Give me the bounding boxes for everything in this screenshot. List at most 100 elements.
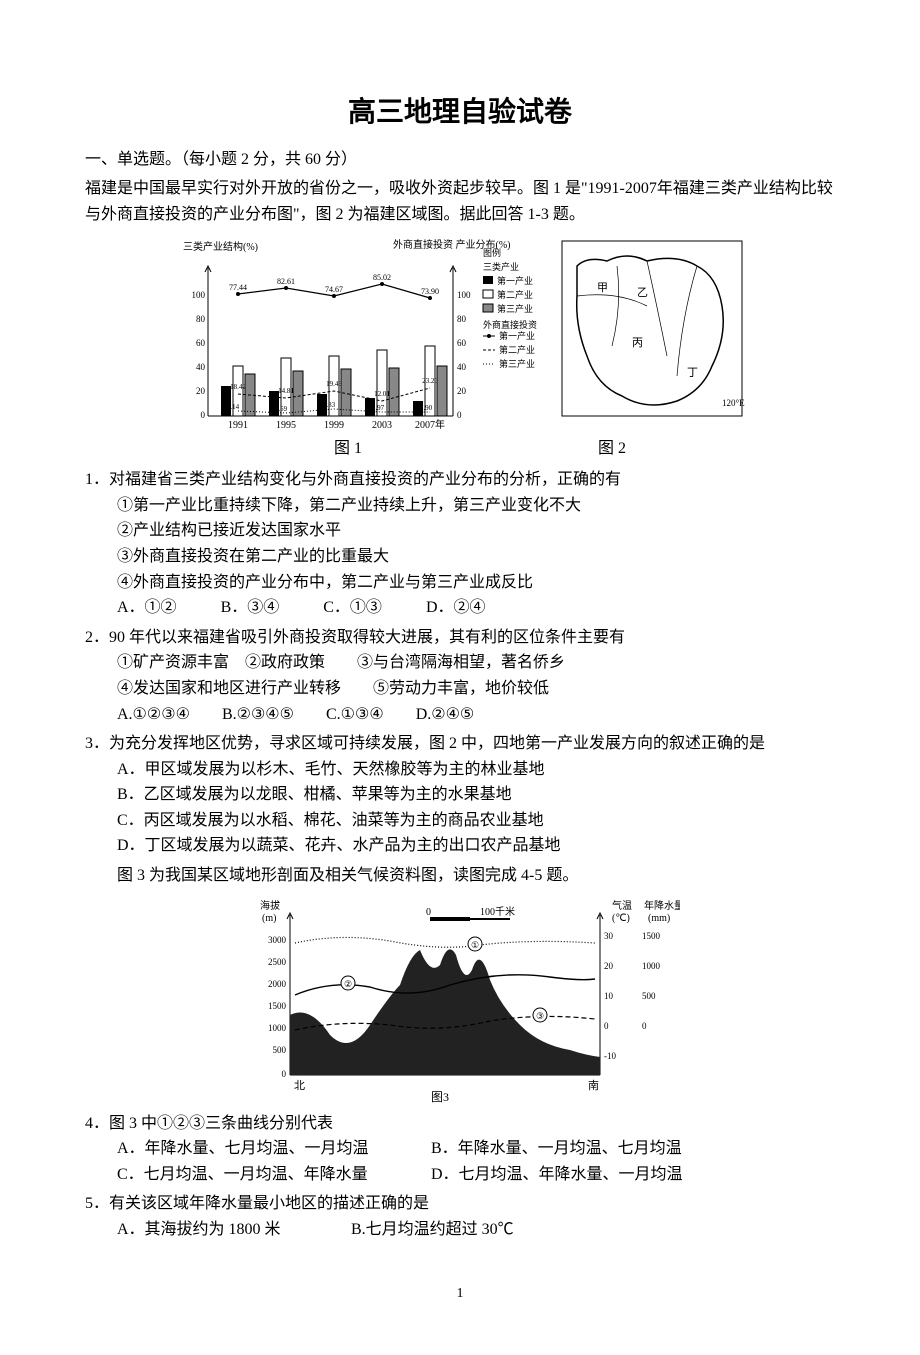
q4-stem: 4．图 3 中①②③三条曲线分别代表 [85, 1111, 835, 1137]
svg-text:85.02: 85.02 [373, 273, 391, 282]
svg-text:1500: 1500 [268, 1001, 287, 1011]
svg-text:2.97: 2.97 [372, 404, 385, 412]
svg-text:图例: 图例 [483, 247, 501, 258]
svg-text:19.49: 19.49 [326, 380, 342, 388]
svg-text:2000: 2000 [268, 979, 287, 989]
svg-text:20: 20 [196, 386, 206, 396]
question-4: 4．图 3 中①②③三条曲线分别代表 A．年降水量、七月均温、一月均温 B．年降… [85, 1111, 835, 1188]
svg-text:18.42: 18.42 [230, 383, 246, 391]
svg-text:5.83: 5.83 [323, 401, 336, 409]
q3-option-a: A．甲区域发展为以杉木、毛竹、天然橡胶等为主的林业基地 [117, 757, 835, 783]
svg-text:气温: 气温 [612, 899, 632, 912]
svg-text:北: 北 [294, 1079, 305, 1092]
svg-text:甲: 甲 [597, 282, 608, 294]
svg-text:(mm): (mm) [648, 913, 670, 924]
svg-text:1500: 1500 [642, 931, 661, 941]
q5-stem: 5．有关该区域年降水量最小地区的描述正确的是 [85, 1191, 835, 1217]
svg-text:丁: 丁 [687, 367, 698, 379]
svg-text:1000: 1000 [268, 1023, 287, 1033]
q2-item-2: ④发达国家和地区进行产业转移 ⑤劳动力丰富，地价较低 [117, 676, 835, 702]
q3-option-d: D．丁区域发展为以蔬菜、花卉、水产品为主的出口农产品基地 [117, 833, 835, 859]
svg-text:40: 40 [196, 362, 206, 372]
svg-text:40: 40 [457, 362, 467, 372]
svg-text:82.61: 82.61 [277, 277, 295, 286]
svg-text:第三产业: 第三产业 [499, 358, 535, 369]
intro-text-1: 福建是中国最早实行对外开放的省份之一，吸收外资起步较早。图 1 是"1991-2… [85, 176, 835, 227]
section-header: 一、单选题。（每小题 2 分，共 60 分） [85, 147, 835, 173]
q3-option-c: C．丙区域发展为以水稻、棉花、油菜等为主的商品农业基地 [117, 808, 835, 834]
svg-text:77.44: 77.44 [229, 283, 247, 292]
q1-item-2: ②产业结构已接近发达国家水平 [117, 518, 835, 544]
svg-text:第一产业: 第一产业 [497, 275, 533, 286]
svg-text:1991: 1991 [228, 420, 248, 431]
svg-text:1995: 1995 [276, 420, 296, 431]
svg-text:三类产业结构(%): 三类产业结构(%) [183, 240, 258, 253]
q2-option-a: A.①②③④ [117, 702, 190, 728]
figure-1-2-container: 三类产业结构(%) 外商直接投资 产业分布(%) 0 20 40 60 80 1… [85, 236, 835, 462]
svg-text:2500: 2500 [268, 957, 287, 967]
figure-1-caption: 图 1 [198, 436, 498, 462]
question-1: 1．对福建省三类产业结构变化与外商直接投资的产业分布的分析，正确的有 ①第一产业… [85, 467, 835, 621]
q1-option-d: D．②④ [426, 595, 486, 621]
q4-option-a: A．年降水量、七月均温、一月均温 [117, 1136, 427, 1162]
svg-text:20: 20 [604, 961, 614, 971]
svg-text:外商直接投资: 外商直接投资 [483, 319, 537, 330]
svg-text:0: 0 [201, 410, 206, 420]
figure-2-map: 120°E 甲 乙 丙 丁 [557, 236, 747, 436]
svg-text:0: 0 [457, 410, 462, 420]
q1-option-a: A．①② [117, 595, 177, 621]
svg-text:①: ① [471, 940, 479, 950]
svg-text:100: 100 [457, 290, 471, 300]
q2-option-c: C.①③④ [326, 702, 384, 728]
svg-text:第一产业: 第一产业 [499, 330, 535, 341]
q2-option-d: D.②④⑤ [416, 702, 475, 728]
figure-3-profile: 海拔 (m) 气温 (℃) 年降水量 (mm) 0 500 1000 1500 … [240, 895, 680, 1105]
svg-text:23.20: 23.20 [422, 377, 438, 385]
svg-text:80: 80 [196, 314, 206, 324]
svg-text:③: ③ [536, 1011, 544, 1021]
svg-text:0: 0 [282, 1069, 287, 1079]
svg-text:三类产业: 三类产业 [483, 261, 519, 272]
svg-text:第二产业: 第二产业 [499, 344, 535, 355]
figure-1-chart: 三类产业结构(%) 外商直接投资 产业分布(%) 0 20 40 60 80 1… [173, 236, 553, 436]
question-3: 3．为充分发挥地区优势，寻求区域可持续发展，图 2 中，四地第一产业发展方向的叙… [85, 731, 835, 859]
q2-item-1: ①矿产资源丰富 ②政府政策 ③与台湾隔海相望，著名侨乡 [117, 650, 835, 676]
q1-option-b: B．③④ [221, 595, 280, 621]
svg-text:500: 500 [273, 1045, 287, 1055]
svg-text:1999: 1999 [324, 420, 344, 431]
svg-text:120°E: 120°E [722, 398, 745, 408]
svg-text:第二产业: 第二产业 [497, 289, 533, 300]
svg-text:73.90: 73.90 [421, 287, 439, 296]
q1-item-3: ③外商直接投资在第二产业的比重最大 [117, 544, 835, 570]
q4-option-b: B．年降水量、一月均温、七月均温 [431, 1140, 682, 1157]
q2-stem: 2．90 年代以来福建省吸引外商投资取得较大进展，其有利的区位条件主要有 [85, 625, 835, 651]
svg-text:2003: 2003 [372, 420, 392, 431]
q5-option-b: B.七月均温约超过 30℃ [351, 1221, 514, 1238]
q4-option-c: C．七月均温、一月均温、年降水量 [117, 1162, 427, 1188]
svg-text:乙: 乙 [637, 286, 648, 299]
q3-stem: 3．为充分发挥地区优势，寻求区域可持续发展，图 2 中，四地第一产业发展方向的叙… [85, 731, 835, 757]
svg-text:1000: 1000 [642, 961, 661, 971]
svg-text:74.67: 74.67 [325, 285, 343, 294]
svg-text:10: 10 [604, 991, 614, 1001]
svg-text:海拔: 海拔 [260, 899, 280, 912]
svg-text:60: 60 [457, 338, 467, 348]
svg-text:南: 南 [588, 1079, 599, 1092]
question-5: 5．有关该区域年降水量最小地区的描述正确的是 A．其海拔约为 1800 米 B.… [85, 1191, 835, 1242]
q4-option-d: D．七月均温、年降水量、一月均温 [431, 1166, 683, 1183]
svg-text:100千米: 100千米 [480, 905, 515, 918]
svg-text:12.01: 12.01 [374, 390, 390, 398]
q1-item-1: ①第一产业比重持续下降，第二产业持续上升，第三产业变化不大 [117, 493, 835, 519]
svg-text:2.59: 2.59 [275, 405, 288, 413]
q2-option-b: B.②③④⑤ [222, 702, 294, 728]
question-2: 2．90 年代以来福建省吸引外商投资取得较大进展，其有利的区位条件主要有 ①矿产… [85, 625, 835, 727]
svg-text:0: 0 [604, 1021, 609, 1031]
svg-text:年降水量: 年降水量 [644, 899, 680, 912]
q1-option-c: C．①③ [323, 595, 382, 621]
svg-text:0: 0 [426, 907, 431, 918]
svg-text:②: ② [344, 979, 352, 989]
page-title: 高三地理自验试卷 [85, 90, 835, 135]
svg-text:第三产业: 第三产业 [497, 303, 533, 314]
svg-text:丙: 丙 [632, 337, 643, 349]
svg-text:14.81: 14.81 [278, 387, 294, 395]
